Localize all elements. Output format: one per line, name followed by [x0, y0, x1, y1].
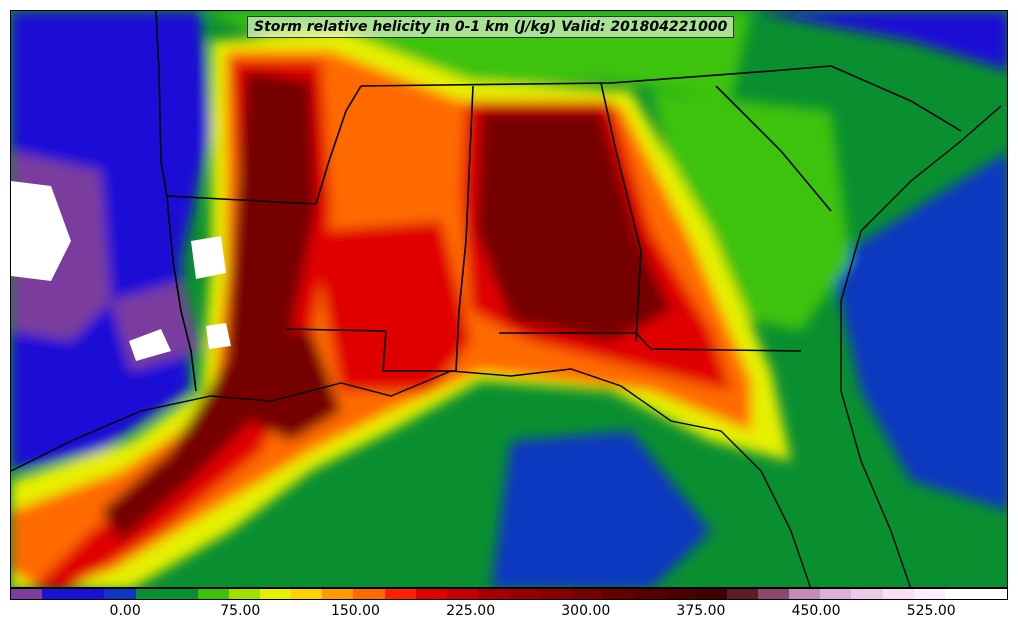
- colorbar-tick-label: 300.00: [561, 603, 611, 619]
- field-darkred-east: [476, 111, 671, 341]
- coastline: [11, 105, 1002, 587]
- colorbar-segment: [820, 589, 852, 599]
- field-east-ocean-blue: [831, 152, 1007, 511]
- colorbar-segment: [633, 589, 665, 599]
- border-alabama-georgia: [600, 82, 642, 342]
- colorbar-tick-label: 150.00: [330, 603, 380, 619]
- border-tennessee-south: [360, 65, 832, 87]
- border-texas-oklahoma: [155, 11, 162, 162]
- colorbar-tick-label: 225.00: [446, 603, 496, 619]
- field-gulf-blue: [491, 431, 711, 587]
- border-texas-louisiana: [180, 310, 197, 392]
- colorbar-segment: [913, 589, 945, 599]
- colorbar-tick-label: 0.00: [109, 603, 141, 619]
- helicity-map: [11, 11, 1007, 587]
- field-white-patch-1: [11, 181, 71, 281]
- colorbar-segment: [353, 589, 385, 599]
- field-white-patch-3: [129, 329, 171, 361]
- field-northeast-blue: [751, 11, 1007, 71]
- colorbar-segment: [477, 589, 509, 599]
- colorbar-segment: [73, 589, 105, 599]
- colorbar-segment: [166, 589, 198, 599]
- field-darkred-west: [101, 71, 316, 541]
- colorbar-segment: [228, 589, 260, 599]
- field-white-patch-4: [206, 323, 231, 349]
- coastline-gulf: [11, 368, 812, 587]
- colorbar-segment: [695, 589, 727, 599]
- colorbar-segment: [135, 589, 167, 599]
- colorbar-segment: [882, 589, 914, 599]
- colorbar-segment: [104, 589, 136, 599]
- colorbar-segment: [42, 589, 74, 599]
- field-darkred-louisiana: [231, 331, 341, 441]
- field-white-patch-2: [191, 236, 226, 279]
- border-oklahoma-arkansas: [165, 195, 317, 205]
- colorbar-segment: [384, 589, 416, 599]
- colorbar-segment: [322, 589, 354, 599]
- coastline-atlantic: [840, 105, 1002, 587]
- colorbar-segment: [758, 589, 790, 599]
- map-frame: Storm relative helicity in 0-1 km (J/kg)…: [10, 10, 1008, 588]
- colorbar-segment: [975, 589, 1007, 599]
- colorbar-tick-label: 450.00: [791, 603, 841, 619]
- border-florida-north: [499, 332, 802, 352]
- border-mississippi-river: [315, 85, 362, 205]
- colorbar-segment: [509, 589, 541, 599]
- colorbar-tick-label: 525.00: [906, 603, 956, 619]
- colorbar-segment: [726, 589, 758, 599]
- colorbar-segment: [571, 589, 603, 599]
- border-georgia-south-carolina: [715, 85, 832, 212]
- border-mississippi-alabama: [455, 85, 474, 372]
- colorbar-segment: [11, 589, 43, 599]
- colorbar-tick-label: 75.00: [220, 603, 261, 619]
- colorbar-segment: [446, 589, 478, 599]
- colorbar-segment: [291, 589, 323, 599]
- colorbar-tick-label: 375.00: [676, 603, 726, 619]
- colorbar-segment: [540, 589, 572, 599]
- border-south-carolina-north: [830, 65, 962, 132]
- colorbar-segment: [197, 589, 229, 599]
- map-title: Storm relative helicity in 0-1 km (J/kg)…: [247, 16, 735, 38]
- colorbar-segment: [664, 589, 696, 599]
- border-texas-arkansas: [160, 160, 182, 312]
- colorbar: [10, 588, 1008, 600]
- colorbar-segment: [260, 589, 292, 599]
- colorbar-segment: [415, 589, 447, 599]
- colorbar-labels: 0.00 75.00 150.00 225.00 300.00 375.00 450.00 5…: [10, 603, 1008, 625]
- border-arkansas-louisiana: [285, 328, 387, 332]
- colorbar-segment: [789, 589, 821, 599]
- colorbar-segment: [944, 589, 976, 599]
- border-louisiana-mississippi: [382, 330, 456, 372]
- colorbar-segment: [602, 589, 634, 599]
- state-borders: [155, 11, 962, 392]
- colorbar-segment: [851, 589, 883, 599]
- field-red-core-central: [311, 221, 471, 391]
